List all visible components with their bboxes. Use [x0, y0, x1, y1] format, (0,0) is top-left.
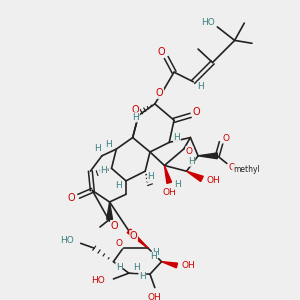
- Text: H: H: [151, 252, 157, 261]
- Text: HO: HO: [60, 236, 74, 245]
- Text: O: O: [111, 221, 118, 231]
- Polygon shape: [198, 153, 217, 159]
- Text: O: O: [158, 47, 165, 57]
- Text: H: H: [94, 144, 100, 153]
- Text: O: O: [192, 106, 200, 117]
- Text: H: H: [174, 133, 180, 142]
- Text: H: H: [116, 263, 123, 272]
- Text: H: H: [188, 157, 195, 166]
- Text: O: O: [67, 193, 75, 203]
- Polygon shape: [187, 171, 203, 182]
- Text: O: O: [228, 163, 235, 172]
- Text: OH: OH: [162, 188, 176, 197]
- Text: H: H: [132, 113, 139, 122]
- Polygon shape: [107, 202, 112, 219]
- Text: O: O: [186, 146, 193, 155]
- Polygon shape: [161, 262, 178, 268]
- Text: HO: HO: [201, 18, 214, 27]
- Text: OH: OH: [207, 176, 220, 185]
- Text: HO: HO: [91, 276, 105, 285]
- Text: H: H: [115, 181, 122, 190]
- Text: H: H: [139, 272, 146, 280]
- Text: H: H: [148, 172, 154, 182]
- Text: H: H: [152, 248, 159, 257]
- Text: H: H: [105, 140, 112, 149]
- Polygon shape: [127, 229, 148, 248]
- Text: O: O: [156, 88, 164, 98]
- Polygon shape: [164, 165, 172, 183]
- Text: OH: OH: [148, 293, 162, 300]
- Text: O: O: [223, 134, 230, 143]
- Text: methyl: methyl: [233, 165, 260, 174]
- Text: O: O: [132, 105, 140, 115]
- Text: H: H: [175, 180, 181, 189]
- Text: O: O: [130, 231, 137, 241]
- Text: H: H: [100, 166, 107, 175]
- Text: O: O: [116, 239, 123, 248]
- Text: H: H: [198, 82, 204, 91]
- Text: H: H: [133, 263, 140, 272]
- Text: OH: OH: [182, 261, 195, 270]
